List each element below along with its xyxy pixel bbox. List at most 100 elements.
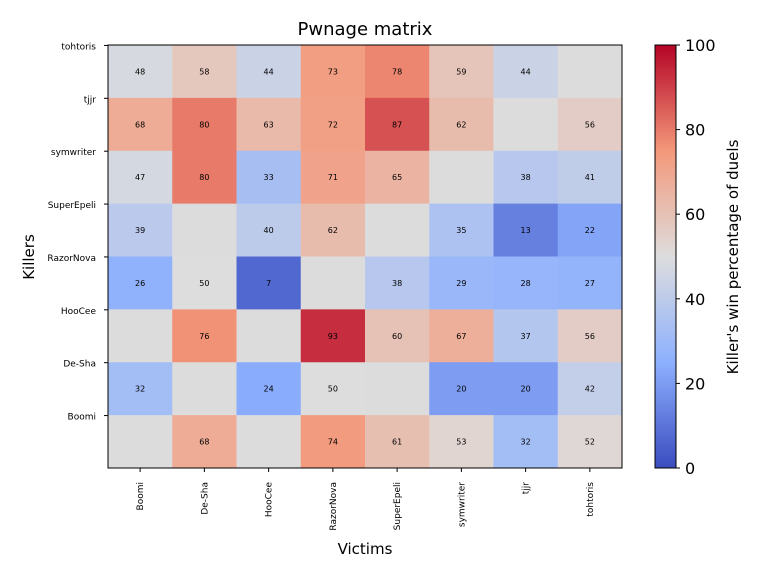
heatmap-cell <box>493 97 559 152</box>
x-tick-label: HooCee <box>265 482 275 518</box>
heatmap-cell <box>557 203 623 257</box>
cell-value-label: 29 <box>456 279 466 288</box>
heatmap-cell <box>493 45 559 99</box>
heatmap-cell <box>493 362 559 416</box>
y-axis-label: Killers <box>20 234 38 280</box>
x-tick-label: De-Sha <box>200 482 210 515</box>
colorbar-tick-label: 80 <box>685 121 705 140</box>
cell-value-label: 58 <box>199 67 209 76</box>
cell-value-label: 80 <box>199 120 209 129</box>
heatmap-cell <box>557 256 623 310</box>
cell-value-label: 74 <box>328 438 338 447</box>
heatmap-cell <box>108 309 173 363</box>
cell-value-label: 42 <box>585 385 595 394</box>
cell-value-label: 35 <box>456 226 466 235</box>
colorbar-label: Killer's win percentage of duels <box>724 139 742 374</box>
colorbar-gradient <box>654 44 677 469</box>
heatmap-cell <box>172 150 237 205</box>
cell-value-label: 38 <box>392 279 402 288</box>
heatmap-cell <box>108 256 173 310</box>
heatmap-cell <box>300 256 366 310</box>
heatmap-cell <box>365 203 430 257</box>
heatmap-cell <box>429 45 494 99</box>
heatmap-cell <box>365 309 430 363</box>
cell-value-label: 67 <box>456 332 466 341</box>
heatmap-cell <box>300 150 366 205</box>
heatmap-cell <box>300 362 366 416</box>
heatmap-cell <box>236 362 302 416</box>
cell-value-label: 78 <box>392 67 402 76</box>
heatmap-cell <box>172 415 237 469</box>
x-tick-label: symwriter <box>457 482 467 527</box>
heatmap-cell <box>300 309 366 363</box>
cell-value-label: 68 <box>199 438 209 447</box>
cell-value-label: 47 <box>135 173 145 182</box>
y-tick-label: symwriter <box>51 148 96 158</box>
heatmap-cell <box>557 97 623 152</box>
cell-value-label: 41 <box>585 173 595 182</box>
colorbar: 0 20 40 60 80 100 <box>654 36 716 478</box>
cell-value-label: 40 <box>264 226 274 235</box>
y-tick-label: tjjr <box>84 95 97 105</box>
heatmap-cell <box>300 45 366 99</box>
y-tick-label: De-Sha <box>63 360 96 370</box>
heatmap-cell <box>429 150 494 205</box>
heatmap-cell <box>493 150 559 205</box>
cell-value-label: 71 <box>328 173 338 182</box>
cell-value-label: 28 <box>521 279 531 288</box>
heatmap-cell <box>172 256 237 310</box>
x-tick-label: SuperEpeli <box>393 482 403 530</box>
heatmap-cell <box>429 97 494 152</box>
heatmap-cell <box>365 97 430 152</box>
heatmap-cell <box>493 256 559 310</box>
y-tick-label: Boomi <box>68 413 96 423</box>
heatmap-cell <box>108 45 173 99</box>
cell-value-label: 60 <box>392 332 402 341</box>
cell-value-label: 56 <box>585 332 595 341</box>
cell-value-label: 65 <box>392 173 402 182</box>
cell-value-label: 87 <box>392 120 402 129</box>
heatmap-cell <box>365 362 430 416</box>
y-tick-label: SuperEpeli <box>48 201 96 211</box>
heatmap-cell <box>236 203 302 257</box>
x-tick-label: tjjr <box>522 482 532 495</box>
cell-value-label: 50 <box>328 385 338 394</box>
colorbar-tick-label: 60 <box>685 205 705 224</box>
cell-value-label: 48 <box>135 67 145 76</box>
cell-value-label: 80 <box>199 173 209 182</box>
cell-value-label: 72 <box>328 120 338 129</box>
x-tick-labels: Boomi De-Sha HooCee RazorNova SuperEpeli symw… <box>136 468 596 531</box>
heatmap-cell <box>236 150 302 205</box>
cell-value-label: 59 <box>456 67 466 76</box>
cell-value-label: 44 <box>521 67 531 76</box>
heatmap-cell <box>365 45 430 99</box>
cell-value-label: 61 <box>392 438 402 447</box>
y-tick-label: tohtoris <box>61 42 96 52</box>
colorbar-tick-label: 100 <box>685 36 716 55</box>
heatmap-cell <box>300 203 366 257</box>
heatmap-cell <box>236 256 302 310</box>
heatmap-cell <box>557 45 623 99</box>
cell-value-label: 39 <box>135 226 145 235</box>
heatmap-cell <box>172 309 237 363</box>
heatmap-cell <box>172 362 237 416</box>
heatmap-cell <box>108 150 173 205</box>
heatmap-cell <box>172 97 237 152</box>
cell-value-label: 20 <box>521 385 531 394</box>
cell-value-label: 37 <box>521 332 531 341</box>
heatmap-cell <box>365 256 430 310</box>
heatmap-cell <box>172 203 237 257</box>
cell-value-label: 22 <box>585 226 595 235</box>
cell-value-label: 20 <box>456 385 466 394</box>
cell-value-label: 63 <box>264 120 274 129</box>
heatmap-cell <box>429 309 494 363</box>
heatmap-cell <box>557 309 623 363</box>
heatmap-cell <box>557 362 623 416</box>
cell-value-label: 38 <box>521 173 531 182</box>
y-tick-label: RazorNova <box>47 254 96 264</box>
heatmap-cell <box>108 362 173 416</box>
heatmap-cell <box>429 362 494 416</box>
heatmap-cell <box>108 97 173 152</box>
heatmap-cell <box>236 309 302 363</box>
